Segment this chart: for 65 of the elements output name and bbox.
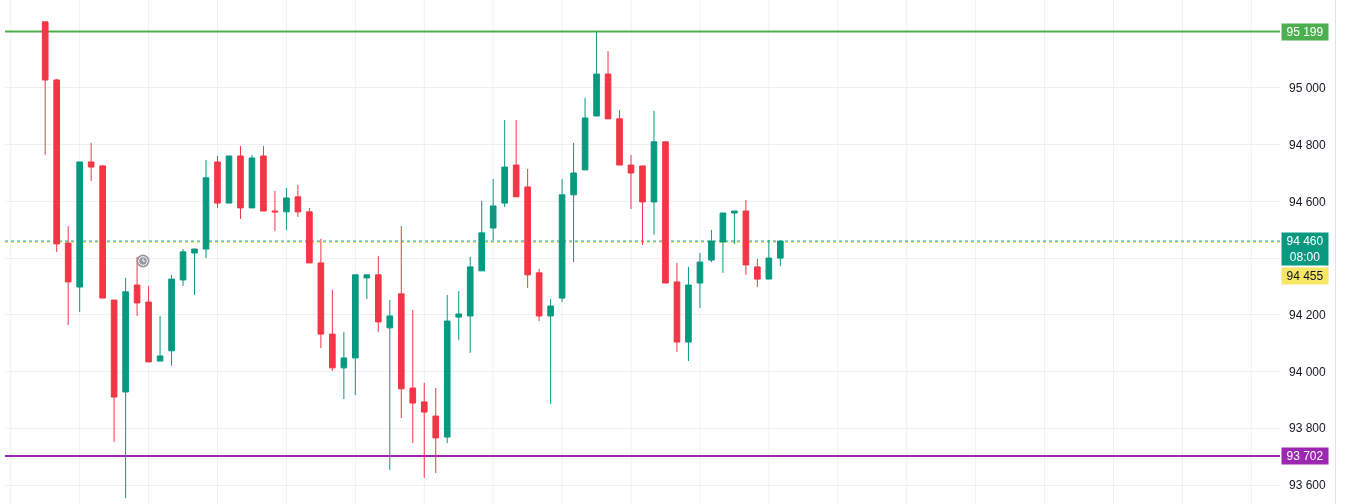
candlestick xyxy=(673,262,681,353)
candlestick xyxy=(524,168,531,289)
y-tick-label: 94 000 xyxy=(1289,364,1327,379)
candlestick xyxy=(294,184,302,218)
ref-line-label: 93 702 xyxy=(1286,449,1324,463)
candlestick xyxy=(639,165,646,246)
candlestick xyxy=(420,382,428,479)
candlestick xyxy=(581,97,589,171)
candlestick xyxy=(87,142,95,182)
candlestick xyxy=(662,141,669,284)
candlestick xyxy=(742,199,750,276)
y-tick-label: 94 800 xyxy=(1289,137,1327,152)
candlestick xyxy=(754,258,761,288)
candlestick xyxy=(225,155,233,204)
candlestick xyxy=(122,277,129,499)
candlestick xyxy=(306,207,313,264)
candlestick xyxy=(179,248,187,287)
candlestick xyxy=(696,252,704,309)
candlestick xyxy=(650,110,658,236)
candlestick xyxy=(397,225,405,419)
candlestick xyxy=(409,309,417,444)
candlestick xyxy=(501,119,508,208)
candlestick xyxy=(237,145,244,220)
candlestick xyxy=(363,274,371,300)
y-tick-label: 94 600 xyxy=(1289,194,1327,209)
candlestick xyxy=(443,294,451,444)
ref-line-label: 94 455 xyxy=(1286,269,1324,283)
candlestick xyxy=(352,274,359,396)
candlestick xyxy=(99,164,106,299)
candlestick xyxy=(64,225,72,326)
candlestick xyxy=(145,285,152,363)
candlestick xyxy=(133,256,141,317)
y-tick-label: 94 200 xyxy=(1289,308,1327,323)
candlestick xyxy=(375,255,382,333)
candlestick xyxy=(386,299,394,471)
candlestick xyxy=(110,299,118,443)
candlestick xyxy=(512,119,520,198)
candlestick xyxy=(329,289,336,372)
candlestick xyxy=(248,154,256,209)
candlestick xyxy=(156,315,164,362)
candlestick xyxy=(455,290,463,341)
y-tick-label: 95 000 xyxy=(1289,81,1327,96)
candlestick xyxy=(191,248,198,296)
candlestick xyxy=(271,190,279,232)
candlestick xyxy=(432,387,440,474)
candlestick xyxy=(283,187,290,231)
candlestick xyxy=(260,145,267,212)
candlestick xyxy=(616,109,623,166)
ref-line-label: 94 460 08:00 xyxy=(1286,234,1324,264)
candlestick xyxy=(535,268,543,322)
y-tick-label: 93 600 xyxy=(1289,478,1327,493)
candlestick xyxy=(214,155,221,209)
y-tick-label: 93 800 xyxy=(1289,421,1327,436)
candlestick xyxy=(547,298,554,405)
candlestick xyxy=(685,266,692,362)
ref-line-label: 95 199 xyxy=(1286,25,1324,39)
candlestick xyxy=(340,331,348,400)
candlestick xyxy=(593,30,600,117)
candlestick xyxy=(168,274,175,367)
candlestick xyxy=(604,50,612,120)
candlestick xyxy=(627,154,635,210)
candlestick xyxy=(41,21,49,156)
candlestick xyxy=(317,238,325,349)
candlestick xyxy=(53,78,60,253)
candlestick xyxy=(466,256,474,354)
